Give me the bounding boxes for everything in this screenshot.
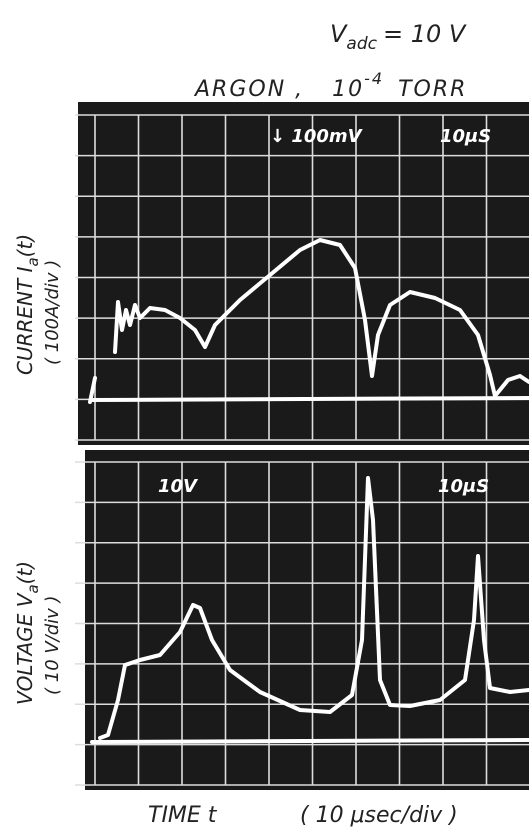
current-units: ( 100A/div ) <box>42 260 63 365</box>
subscript: a <box>24 584 42 593</box>
symbol: V <box>330 20 348 48</box>
baseline <box>88 376 529 404</box>
symbol: VOLTAGE V <box>13 592 37 705</box>
current-trace <box>113 238 529 398</box>
subscript: adc <box>346 34 377 54</box>
gas-label: ARGON , 10-4 TORR <box>193 69 467 102</box>
baseline <box>90 738 529 744</box>
screen <box>85 450 529 790</box>
scale-marker: 10V <box>158 476 199 497</box>
unit: TORR <box>398 77 467 102</box>
voltage-units: ( 10 V/div ) <box>42 595 63 695</box>
current-screen: ↓ 100mV 10μS <box>75 102 529 445</box>
rest: = 10 V <box>383 20 467 48</box>
pressure: 10 <box>332 77 364 102</box>
screen <box>78 102 529 445</box>
timebase: 10μS <box>440 126 491 147</box>
voltage-trace <box>98 476 529 740</box>
bias-label: Vadc = 10 V <box>330 20 467 54</box>
current-label: CURRENT Ia(t) <box>13 234 42 375</box>
subscript: a <box>24 257 42 266</box>
symbol: CURRENT I <box>13 266 37 375</box>
rest: (t) <box>13 234 37 257</box>
gas: ARGON , <box>193 77 304 102</box>
x-axis-units: ( 10 μsec/div ) <box>300 803 458 828</box>
voltage-screen: 10V 10μS <box>75 450 529 790</box>
scale-marker: ↓ 100mV <box>270 126 364 147</box>
exponent: -4 <box>364 69 384 88</box>
timebase: 10μS <box>438 476 489 497</box>
rest: (t) <box>13 561 37 584</box>
x-axis-label: TIME t <box>148 803 218 828</box>
voltage-label: VOLTAGE Va(t) <box>13 561 42 705</box>
